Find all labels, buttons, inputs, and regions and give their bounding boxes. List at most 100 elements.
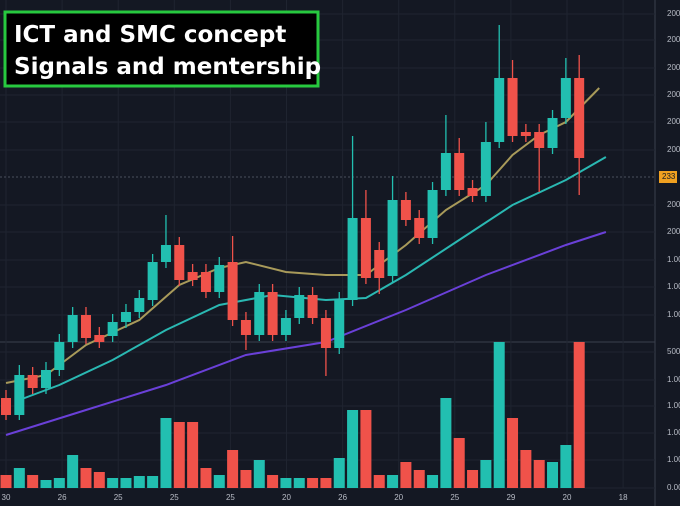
candle-body bbox=[40, 370, 51, 388]
candle-body bbox=[547, 118, 558, 148]
volume-bar bbox=[520, 450, 532, 488]
volume-bar bbox=[67, 455, 79, 488]
volume-bar bbox=[0, 475, 12, 488]
volume-bar bbox=[573, 342, 585, 488]
volume-bar bbox=[267, 475, 279, 488]
last-price-label: 233 bbox=[662, 172, 676, 181]
candle-body bbox=[120, 312, 131, 322]
y-tick-label: 200 bbox=[667, 90, 680, 99]
candle-body bbox=[360, 218, 371, 278]
candle-body bbox=[67, 315, 78, 342]
volume-bar bbox=[80, 468, 92, 488]
title-box: ICT and SMC concept Signals and mentersh… bbox=[3, 10, 321, 88]
candle-body bbox=[187, 272, 198, 280]
title-frame bbox=[3, 10, 320, 88]
x-tick-label: 20 bbox=[394, 493, 403, 502]
y-tick-label: 200 bbox=[667, 227, 680, 236]
volume-bar bbox=[253, 460, 265, 488]
y-tick-label: 200 bbox=[667, 9, 680, 18]
x-tick-label: 18 bbox=[619, 493, 628, 502]
volume-bar bbox=[320, 478, 332, 488]
y-tick-label: 200 bbox=[667, 63, 680, 72]
volume-bar bbox=[533, 460, 545, 488]
candle-body bbox=[107, 322, 118, 336]
candle-body bbox=[254, 292, 265, 335]
volume-bar bbox=[187, 422, 199, 488]
candle-body bbox=[200, 272, 211, 292]
candle-body bbox=[454, 153, 465, 190]
title-line: Signals and mentership bbox=[14, 54, 321, 80]
candle-body bbox=[27, 375, 38, 388]
y-tick-label: 1.00 bbox=[667, 310, 680, 319]
volume-bar bbox=[213, 475, 225, 488]
y-tick-label: 200 bbox=[667, 117, 680, 126]
candle-body bbox=[347, 218, 358, 300]
volume-bar bbox=[160, 418, 172, 488]
volume-bar bbox=[147, 476, 159, 488]
volume-bar bbox=[427, 475, 439, 488]
volume-bar bbox=[133, 476, 145, 488]
volume-bar bbox=[480, 460, 492, 488]
volume-bar bbox=[240, 470, 252, 488]
candle-body bbox=[574, 78, 585, 158]
volume-bar bbox=[173, 422, 185, 488]
y-tick-label: 200 bbox=[667, 145, 680, 154]
candle-body bbox=[374, 250, 385, 278]
volume-bar bbox=[280, 478, 292, 488]
candle-body bbox=[520, 132, 531, 136]
volume-bar bbox=[440, 398, 452, 488]
candle-body bbox=[427, 190, 438, 238]
y-tick-label: 200 bbox=[667, 35, 680, 44]
candle-body bbox=[214, 265, 225, 292]
y-tick-label: 500 bbox=[667, 347, 680, 356]
title-line: ICT and SMC concept bbox=[14, 22, 286, 48]
candle-body bbox=[387, 200, 398, 276]
candle-body bbox=[494, 78, 505, 142]
volume-bar bbox=[107, 478, 119, 488]
volume-bar bbox=[413, 470, 425, 488]
volume-bar bbox=[13, 468, 25, 488]
volume-bar bbox=[400, 462, 412, 488]
x-tick-label: 29 bbox=[506, 493, 515, 502]
y-tick-label: 1.00 bbox=[667, 428, 680, 437]
candle-body bbox=[267, 292, 278, 335]
candle-body bbox=[1, 398, 11, 415]
candle-body bbox=[280, 318, 291, 335]
last-price-tag bbox=[659, 171, 677, 183]
candle-body bbox=[307, 295, 318, 318]
candle-body bbox=[94, 335, 105, 342]
volume-bar bbox=[27, 475, 39, 488]
volume-bar bbox=[360, 410, 372, 488]
candle-body bbox=[240, 320, 251, 335]
candle-body bbox=[54, 342, 65, 370]
y-tick-label: 1.00 bbox=[667, 282, 680, 291]
volume-bar bbox=[333, 458, 345, 488]
y-tick-label: 1.00 bbox=[667, 375, 680, 384]
volume-bar bbox=[40, 480, 52, 488]
volume-bar bbox=[227, 450, 239, 488]
y-tick-label: 0.00 bbox=[667, 483, 680, 492]
volume-bar bbox=[307, 478, 319, 488]
volume-bar bbox=[347, 410, 359, 488]
candle-body bbox=[507, 78, 518, 136]
volume-bar bbox=[453, 438, 465, 488]
candle-body bbox=[80, 315, 91, 338]
y-tick-label: 1.00 bbox=[667, 455, 680, 464]
volume-bar bbox=[293, 478, 305, 488]
moving-average bbox=[5, 87, 600, 384]
volume-bar bbox=[120, 478, 132, 488]
candle-body bbox=[414, 218, 425, 238]
x-tick-label: 26 bbox=[58, 493, 67, 502]
volume-bar bbox=[93, 472, 105, 488]
x-tick-label: 20 bbox=[563, 493, 572, 502]
moving-average bbox=[18, 156, 607, 401]
volume-bar bbox=[560, 445, 572, 488]
x-tick-label: 25 bbox=[450, 493, 459, 502]
candle-body bbox=[227, 262, 238, 320]
candle-body bbox=[480, 142, 491, 196]
candle-body bbox=[147, 262, 158, 300]
volume-bar bbox=[547, 462, 559, 488]
y-tick-label: 1.00 bbox=[667, 255, 680, 264]
